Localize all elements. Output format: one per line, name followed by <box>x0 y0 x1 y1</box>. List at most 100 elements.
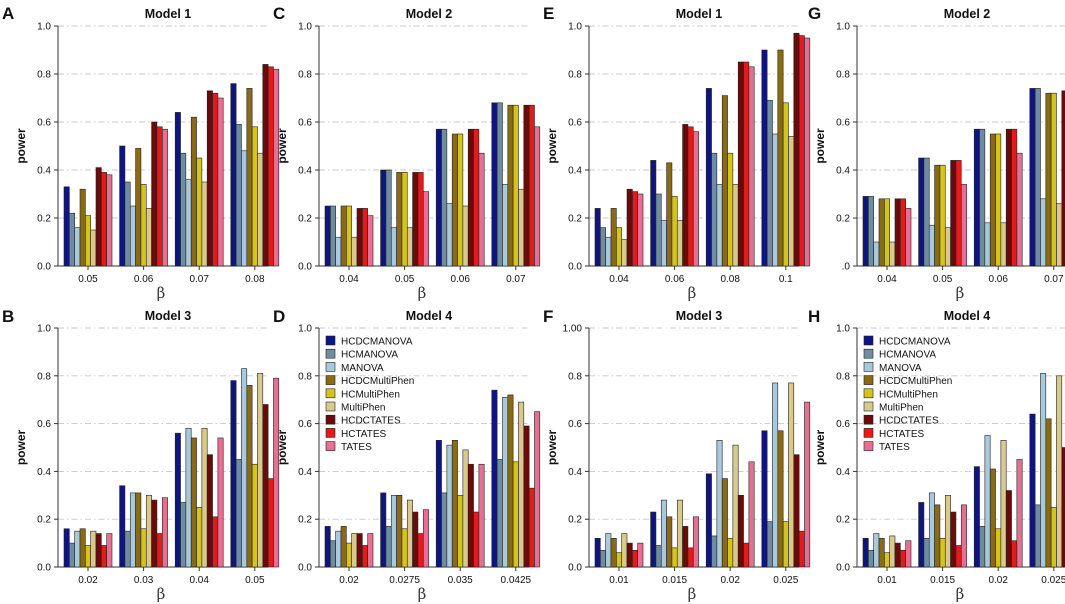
bar-manova <box>335 236 342 267</box>
bar-tates <box>106 174 113 267</box>
bar-multiphen <box>406 227 413 267</box>
bar-hcdctates <box>262 64 269 267</box>
bar-hcdcmanova <box>230 380 237 568</box>
bar-hctates <box>267 478 274 568</box>
bar-hctates <box>798 530 805 568</box>
panel-f: F Model 3 0.0 0.2 0.4 0.6 0.8 1.00 power β 0.01 0.0… <box>543 307 811 603</box>
bar-hcdctates <box>950 160 957 267</box>
bar-hcmanova <box>496 459 503 568</box>
bar-hctates <box>212 516 219 568</box>
bar-hcdcmanova <box>862 196 869 267</box>
panel-label: H <box>808 307 820 326</box>
bar-hcdctates <box>793 32 800 267</box>
y-tick-label: 0.2 <box>568 515 582 526</box>
bar-hcdcmultiphen <box>135 492 142 568</box>
bar-hcmultiphen <box>1050 92 1057 267</box>
x-tick-label: 0.06 <box>450 274 470 285</box>
x-tick-label: 0.02 <box>720 575 740 586</box>
legend: HCDCMANOVA HCMANOVA MANOVA HCDCMultiPhen HCM… <box>863 335 952 453</box>
bar-multiphen <box>90 229 97 267</box>
bar-hcdctates <box>1005 490 1012 568</box>
y-tick-label: 0.6 <box>836 419 850 430</box>
bar-hcmultiphen <box>616 227 622 267</box>
bar-hctates <box>101 545 107 568</box>
bar-hcdcmanova <box>230 83 237 267</box>
x-tick-label: 0.01 <box>877 575 897 586</box>
bar-multiphen <box>944 227 951 267</box>
bar-hcdcmanova <box>973 128 980 267</box>
bar-multiphen <box>788 382 795 568</box>
legend-swatch <box>863 375 874 385</box>
legend-label: HCDCTATES <box>341 416 401 427</box>
bar-hcdcmultiphen <box>246 385 253 568</box>
x-tick-label: 0.05 <box>395 274 415 285</box>
bar-hctates <box>900 198 906 267</box>
bar-hcmultiphen <box>671 547 678 568</box>
bar-hcdctates <box>356 533 363 568</box>
bar-tates <box>905 208 912 267</box>
bar-manova <box>873 533 880 568</box>
bar-hctates <box>798 35 805 267</box>
bar-hctates <box>1011 128 1018 267</box>
y-tick-label: 0.0 <box>37 262 51 273</box>
bar-hcdctates <box>206 90 213 267</box>
bar-hcmanova <box>235 124 242 267</box>
x-axis-label: β <box>157 585 166 603</box>
legend-label: HCDCMultiPhen <box>341 376 414 387</box>
bar-hcmultiphen <box>140 184 147 267</box>
legend-label: HCMANOVA <box>879 350 936 361</box>
bar-hcmanova <box>1034 504 1041 568</box>
y-tick-label: 0.2 <box>836 214 850 225</box>
bar-hcdctates <box>894 542 901 568</box>
panel-b: B Model 3 0.0 0.2 0.4 0.6 0.8 1.0 power β 0.02 0.03… <box>2 307 280 603</box>
bar-hctates <box>156 533 163 568</box>
bar-hcdcmultiphen <box>190 437 197 568</box>
bar-tates <box>478 152 485 267</box>
bar-hcmultiphen <box>196 157 203 267</box>
legend-label: MANOVA <box>341 363 384 374</box>
y-tick-label: 0.8 <box>568 371 582 382</box>
bar-hcdcmultiphen <box>721 95 728 267</box>
bar-hcmultiphen <box>884 552 890 568</box>
bar-hcdcmultiphen <box>777 430 784 568</box>
bar-hcdctates <box>412 172 419 267</box>
bar-tates <box>161 497 168 568</box>
bar-hctates <box>267 66 274 267</box>
bar-hcdcmanova <box>324 526 331 568</box>
bar-tates <box>692 516 699 568</box>
panel-label: G <box>808 4 821 23</box>
legend-label: HCMultiPhen <box>879 389 938 400</box>
y-tick-label: 0.2 <box>298 214 312 225</box>
y-axis-label: power <box>275 128 289 164</box>
bar-hctates <box>528 487 535 568</box>
legend-label: HCMultiPhen <box>341 389 400 400</box>
bar-hcdctates <box>1061 90 1065 267</box>
y-tick-label: 1.00 <box>563 324 583 335</box>
bar-hcmultiphen <box>1050 506 1057 568</box>
bar-hcmultiphen <box>512 461 519 568</box>
bar-hcdcmanova <box>174 112 181 267</box>
y-tick-label: 0.8 <box>836 70 850 81</box>
bar-tates <box>960 184 967 267</box>
y-tick-label: .0 <box>842 262 851 273</box>
bar-hcdctates <box>523 425 530 568</box>
y-tick-label: 0.6 <box>37 118 51 129</box>
y-axis-label: power <box>545 430 559 466</box>
bar-multiphen <box>1056 203 1063 267</box>
bar-tates <box>273 68 280 267</box>
legend-swatch <box>863 414 874 425</box>
bar-manova <box>241 150 248 267</box>
bar-hcmanova <box>235 459 242 568</box>
bar-hcdctates <box>467 128 474 267</box>
y-tick-label: 0.8 <box>298 371 312 382</box>
legend-label: HCDCMultiPhen <box>879 376 952 387</box>
bar-hcmultiphen <box>512 104 519 267</box>
y-axis-label: power <box>545 128 559 164</box>
bar-hcdctates <box>737 61 744 267</box>
x-tick-label: 0.05 <box>245 575 265 586</box>
y-axis-label: power <box>813 430 827 466</box>
x-tick-label: 0.04 <box>189 575 209 586</box>
legend: HCDCMANOVA HCMANOVA MANOVA HCDCMultiPhen HCM… <box>325 335 414 453</box>
bar-hcdcmultiphen <box>79 188 86 267</box>
